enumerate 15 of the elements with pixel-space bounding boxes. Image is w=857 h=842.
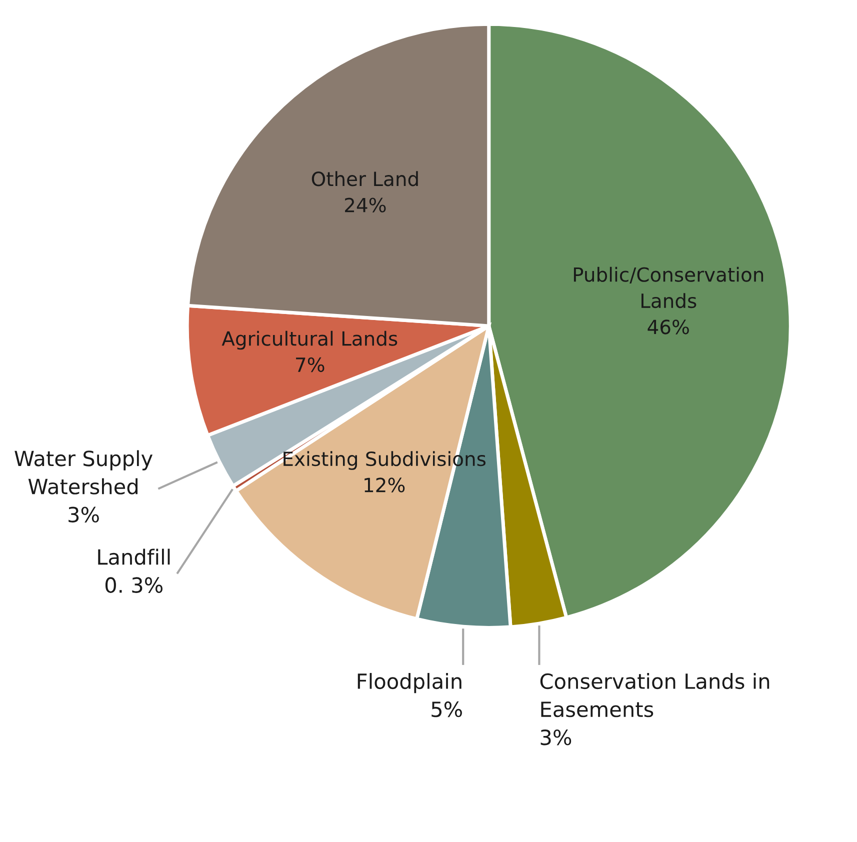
data-label: 7% — [296, 357, 324, 372]
data-label: 3% — [68, 506, 99, 522]
slice-label: Water Supply Watershed — [14, 450, 153, 494]
slice-label: Agricultural Lands — [222, 330, 398, 350]
data-label: 12% — [364, 478, 405, 492]
data-label: 0. 3% — [105, 577, 162, 593]
slice-label: Floodplain — [358, 672, 462, 694]
slice-label: Public/Conservation Lands — [574, 266, 764, 308]
data-label: 5% — [432, 701, 462, 718]
data-label: 3% — [540, 729, 572, 746]
slice-label: Conservation Lands in Easements — [540, 672, 770, 718]
data-label: 46% — [648, 320, 689, 334]
slice-label: Other Land — [312, 171, 418, 186]
data-label: 24% — [345, 198, 386, 212]
slice-label: Landfill — [98, 548, 170, 565]
